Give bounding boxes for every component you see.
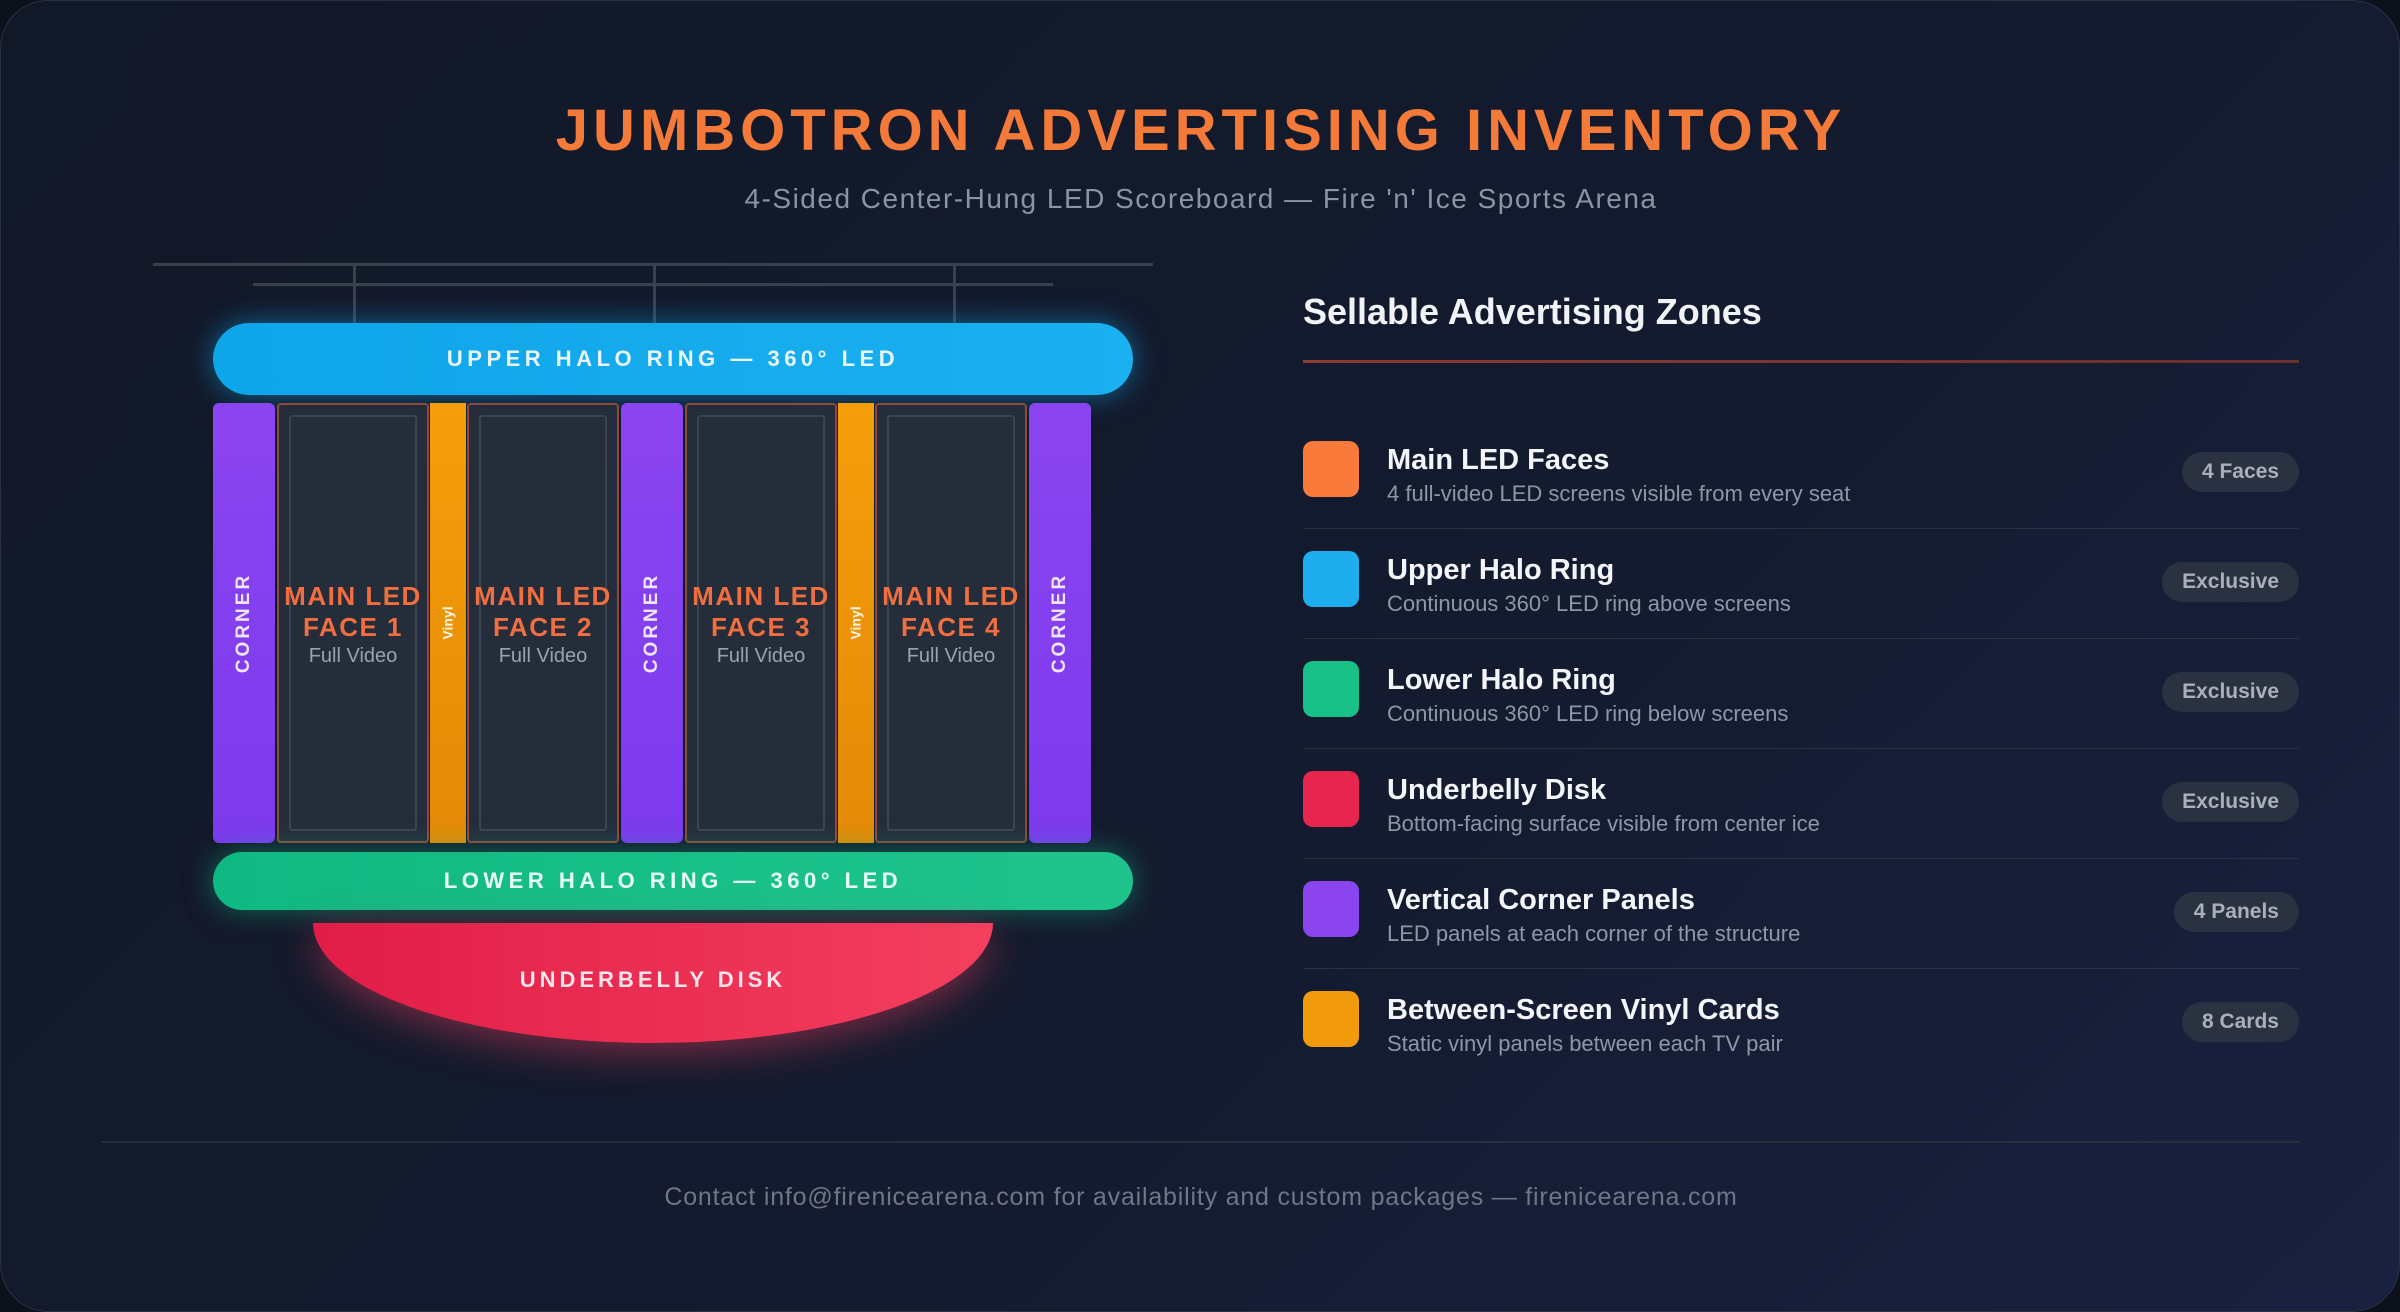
vinyl-card-2[interactable]: Vinyl xyxy=(838,403,874,843)
main-led-face-4[interactable]: MAIN LED FACE 4 Full Video xyxy=(875,403,1027,843)
face-label: MAIN LED FACE 2 xyxy=(474,581,612,642)
face-inner-frame xyxy=(697,415,825,831)
footer-divider xyxy=(102,1141,2300,1143)
zone-badge: 4 Panels xyxy=(2173,892,2299,932)
zone-badge: Exclusive xyxy=(2162,782,2299,822)
vinyl-label: Vinyl xyxy=(439,606,456,640)
zone-item-between-screen-vinyl-cards[interactable]: Between-Screen Vinyl Cards Static vinyl … xyxy=(1303,968,2299,1078)
zone-badge: Exclusive xyxy=(2162,672,2299,712)
page-title: JUMBOTRON ADVERTISING INVENTORY xyxy=(555,98,1847,163)
zone-swatch xyxy=(1303,771,1359,827)
corner-label: CORNER xyxy=(233,572,254,674)
face-inner-frame xyxy=(289,415,417,831)
main-led-face-3[interactable]: MAIN LED FACE 3 Full Video xyxy=(685,403,837,843)
zone-swatch xyxy=(1303,551,1359,607)
zone-badge: 8 Cards xyxy=(2181,1002,2299,1042)
zone-name: Lower Halo Ring xyxy=(1387,664,1616,696)
face-sublabel: Full Video xyxy=(308,645,398,667)
face-inner-frame xyxy=(479,415,607,831)
corner-panel-3[interactable]: CORNER xyxy=(1029,403,1091,843)
zone-swatch xyxy=(1303,991,1359,1047)
zone-name: Vertical Corner Panels xyxy=(1387,884,1695,916)
rigging-cable xyxy=(653,263,656,323)
zone-name: Underbelly Disk xyxy=(1387,774,1607,806)
zones-heading: Sellable Advertising Zones xyxy=(1303,291,1762,332)
zone-description: Continuous 360° LED ring above screens xyxy=(1387,591,1791,616)
zone-swatch xyxy=(1303,661,1359,717)
zone-item-lower-halo-ring[interactable]: Lower Halo Ring Continuous 360° LED ring… xyxy=(1303,638,2299,749)
corner-label: CORNER xyxy=(641,572,662,674)
zone-item-vertical-corner-panels[interactable]: Vertical Corner Panels LED panels at eac… xyxy=(1303,858,2299,969)
zone-name: Main LED Faces xyxy=(1387,444,1610,476)
face-label: MAIN LED FACE 1 xyxy=(284,581,422,642)
face-sublabel: Full Video xyxy=(906,645,996,667)
rigging-cable xyxy=(953,263,956,323)
rigging-cable xyxy=(353,263,356,323)
lower-halo-ring[interactable]: LOWER HALO RING — 360° LED xyxy=(213,852,1133,910)
corner-panel-1[interactable]: CORNER xyxy=(213,403,275,843)
main-led-face-1[interactable]: MAIN LED FACE 1 Full Video xyxy=(277,403,429,843)
zone-badge: Exclusive xyxy=(2162,562,2299,602)
corner-panel-2[interactable]: CORNER xyxy=(621,403,683,843)
underbelly-label: UNDERBELLY DISK xyxy=(519,967,787,992)
zone-item-main-led-faces[interactable]: Main LED Faces 4 full-video LED screens … xyxy=(1303,418,2299,529)
corner-label: CORNER xyxy=(1049,572,1070,674)
face-label: MAIN LED FACE 4 xyxy=(882,581,1020,642)
upper-halo-label: UPPER HALO RING — 360° LED xyxy=(446,346,900,371)
lower-halo-label: LOWER HALO RING — 360° LED xyxy=(443,868,903,893)
page-subtitle: 4-Sided Center-Hung LED Scoreboard — Fir… xyxy=(744,183,1658,214)
face-sublabel: Full Video xyxy=(716,645,806,667)
underbelly-disk[interactable]: UNDERBELLY DISK xyxy=(313,923,993,1043)
zone-name: Upper Halo Ring xyxy=(1387,554,1615,586)
footer-contact: Contact info@firenicearena.com for avail… xyxy=(664,1183,1738,1211)
zone-swatch xyxy=(1303,881,1359,937)
face-inner-frame xyxy=(887,415,1015,831)
zone-name: Between-Screen Vinyl Cards xyxy=(1387,994,1780,1026)
zone-description: Continuous 360° LED ring below screens xyxy=(1387,701,1789,726)
vinyl-label: Vinyl xyxy=(847,606,864,640)
face-sublabel: Full Video xyxy=(498,645,588,667)
zone-badge: 4 Faces xyxy=(2181,452,2299,492)
upper-halo-ring[interactable]: UPPER HALO RING — 360° LED xyxy=(213,323,1133,395)
zone-swatch xyxy=(1303,441,1359,497)
zone-description: Static vinyl panels between each TV pair xyxy=(1387,1031,1783,1056)
zone-description: Bottom-facing surface visible from cente… xyxy=(1387,811,1820,836)
zone-description: 4 full-video LED screens visible from ev… xyxy=(1387,481,1851,506)
main-led-face-2[interactable]: MAIN LED FACE 2 Full Video xyxy=(467,403,619,843)
zone-item-underbelly-disk[interactable]: Underbelly Disk Bottom-facing surface vi… xyxy=(1303,748,2299,859)
zone-description: LED panels at each corner of the structu… xyxy=(1387,921,1801,946)
vinyl-card-1[interactable]: Vinyl xyxy=(430,403,466,843)
zone-item-upper-halo-ring[interactable]: Upper Halo Ring Continuous 360° LED ring… xyxy=(1303,528,2299,639)
zones-divider xyxy=(1303,360,2299,363)
face-label: MAIN LED FACE 3 xyxy=(692,581,830,642)
